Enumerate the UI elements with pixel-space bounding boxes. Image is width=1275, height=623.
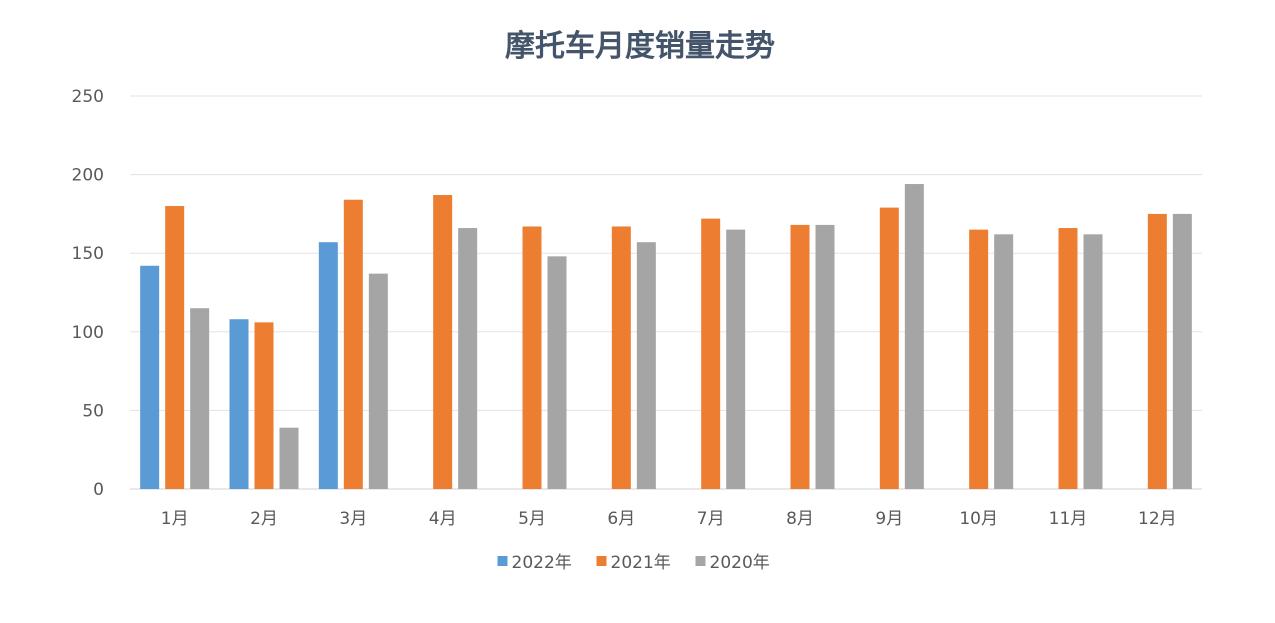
bar-2021年-8月 <box>790 224 810 490</box>
x-category-label: 9月 <box>875 509 903 529</box>
bar-2020年-11月 <box>1083 234 1103 489</box>
bar-2022年-2月 <box>229 319 249 489</box>
bar-2020年-8月 <box>815 224 835 490</box>
bar-2020年-7月 <box>726 229 746 489</box>
bar-2020年-2月 <box>279 427 299 489</box>
x-category-label: 3月 <box>339 509 367 529</box>
bar-2021年-6月 <box>611 226 631 489</box>
y-tick-label: 250 <box>72 87 104 107</box>
bar-2021年-4月 <box>433 195 453 489</box>
y-tick-label: 200 <box>72 166 104 186</box>
gridlines <box>130 95 1202 490</box>
bar-2020年-12月 <box>1172 213 1192 489</box>
x-category-label: 6月 <box>607 509 635 529</box>
y-axis-ticks: 0 50 100 150 200 250 <box>72 87 104 500</box>
x-category-label: 5月 <box>518 509 546 529</box>
bar-2022年-1月 <box>140 265 160 489</box>
x-category-label: 10月 <box>959 509 998 529</box>
x-category-label: 11月 <box>1049 509 1088 529</box>
x-category-label: 4月 <box>429 509 457 529</box>
x-category-label: 7月 <box>697 509 725 529</box>
bar-2020年-6月 <box>636 242 656 489</box>
bar-2020年-5月 <box>547 256 567 489</box>
bar-2022年-3月 <box>318 242 338 489</box>
bar-2020年-3月 <box>368 273 388 489</box>
x-category-label: 8月 <box>786 509 814 529</box>
bar-2021年-9月 <box>879 207 899 489</box>
legend: 2022年 2021年 2020年 <box>497 553 770 573</box>
bar-2021年-2月 <box>254 322 274 489</box>
y-tick-label: 100 <box>72 323 104 343</box>
bar-2020年-10月 <box>994 234 1014 489</box>
bar-2020年-4月 <box>458 228 478 489</box>
legend-swatch <box>497 556 508 566</box>
x-axis-categories: 1月 2月 3月 4月 5月 6月 7月 8月 9月 10月 11月 12月 <box>161 509 1177 529</box>
chart-title: 摩托车月度销量走势 <box>505 29 775 64</box>
y-tick-label: 50 <box>82 401 104 421</box>
y-tick-label: 150 <box>72 244 104 264</box>
bar-2021年-1月 <box>165 206 185 490</box>
bars <box>140 184 1192 490</box>
bar-2021年-5月 <box>522 226 542 489</box>
bar-2021年-12月 <box>1147 213 1167 489</box>
legend-label: 2022年 <box>512 553 572 573</box>
x-category-label: 1月 <box>161 509 189 529</box>
legend-swatch <box>695 556 706 566</box>
bar-2021年-7月 <box>701 218 721 489</box>
legend-swatch <box>596 556 607 566</box>
bar-2020年-1月 <box>190 308 210 489</box>
bar-2021年-3月 <box>343 199 363 489</box>
x-category-label: 2月 <box>250 509 278 529</box>
bar-2021年-11月 <box>1058 228 1078 489</box>
bar-2021年-10月 <box>969 229 989 489</box>
legend-label: 2021年 <box>611 553 671 573</box>
legend-label: 2020年 <box>710 553 770 573</box>
x-category-label: 12月 <box>1138 509 1177 529</box>
y-tick-label: 0 <box>93 480 104 500</box>
bar-2020年-9月 <box>904 184 924 490</box>
